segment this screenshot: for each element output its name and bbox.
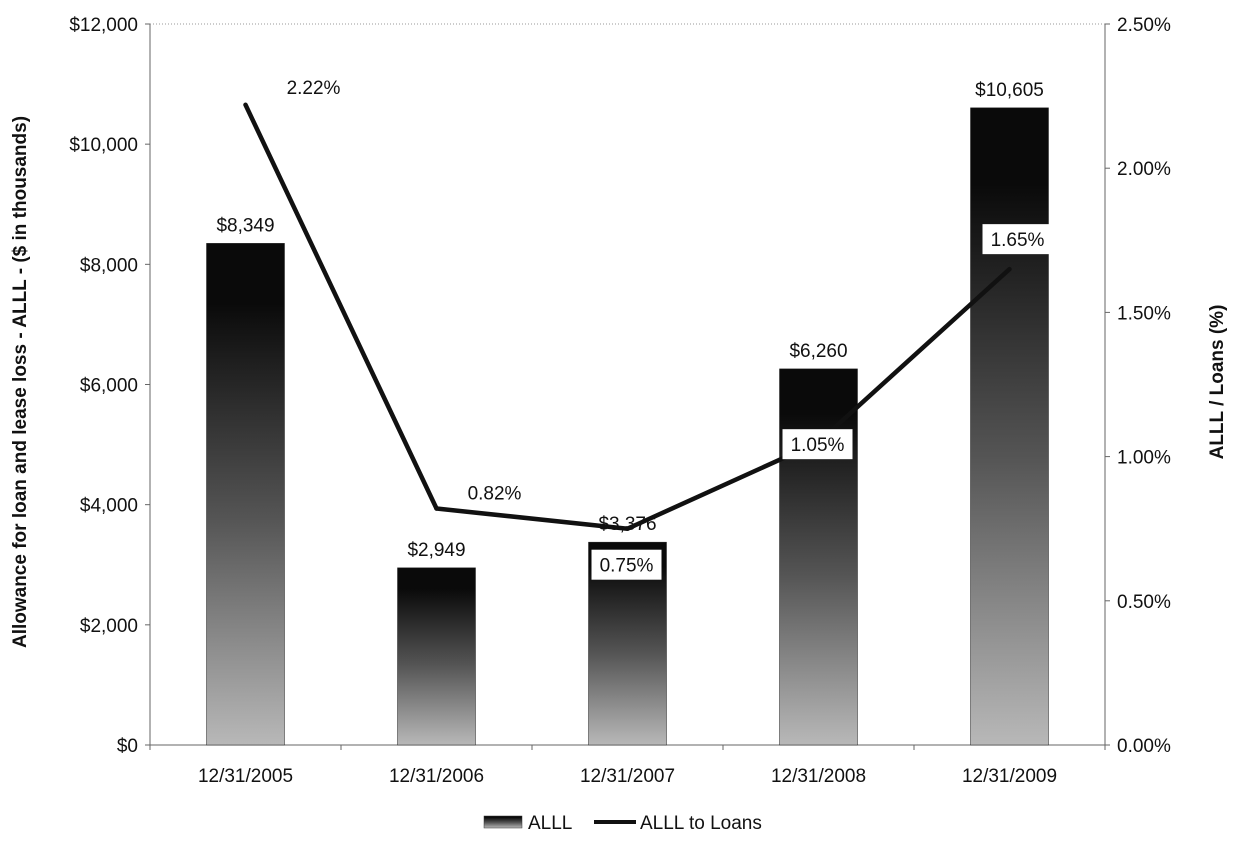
legend-label-alll: ALLL [528, 813, 572, 834]
y2-tick-label: 2.00% [1117, 159, 1171, 180]
line-value-label: 2.22% [287, 78, 341, 99]
legend-swatch-alll [483, 815, 523, 829]
bar-value-label: $3,376 [598, 514, 656, 535]
alll-bar [779, 368, 858, 746]
y2-tick-label: 1.00% [1117, 448, 1171, 469]
y-tick-label: $6,000 [80, 376, 138, 397]
bar-data-labels: $8,349 $2,949 $3,376 $6,260 $10,605 [216, 80, 1043, 561]
line-data-labels: 2.22% 0.82% 0.75% 1.05% 1.65% [287, 78, 1053, 580]
y2-tick-label: 0.00% [1117, 736, 1171, 757]
legend: ALLL ALLL to Loans [483, 813, 762, 834]
x-tick-label: 12/31/2008 [771, 766, 866, 787]
bar-value-label: $2,949 [407, 540, 465, 561]
y-tick-label: $4,000 [80, 496, 138, 517]
bar-value-label: $8,349 [216, 215, 274, 236]
line-segment [243, 102, 439, 511]
x-tick-label: 12/31/2005 [198, 766, 293, 787]
alll-to-loans-line [243, 102, 1012, 531]
x-tick-label: 12/31/2007 [580, 766, 675, 787]
line-value-label: 0.75% [600, 556, 654, 577]
line-segment [816, 266, 1012, 445]
alll-bar [970, 107, 1049, 746]
y2-tick-label: 0.50% [1117, 592, 1171, 613]
y2-axis-ticks: 0.00% 0.50% 1.00% 1.50% 2.00% 2.50% [1105, 15, 1171, 757]
y-tick-label: $10,000 [69, 135, 138, 156]
line-value-label: 1.05% [791, 435, 845, 456]
bar-value-label: $6,260 [789, 341, 847, 362]
x-tick-label: 12/31/2009 [962, 766, 1057, 787]
line-label-box [782, 429, 853, 460]
legend-label-alll-to-loans: ALLL to Loans [640, 813, 762, 834]
y-axis-title: Allowance for loan and lease loss - ALLL… [10, 116, 31, 648]
x-tick-label: 12/31/2006 [389, 766, 484, 787]
y-tick-label: $0 [117, 736, 138, 757]
x-axis-ticks: 12/31/2005 12/31/2006 12/31/2007 12/31/2008… [149, 745, 1106, 787]
alll-bars [206, 107, 1049, 746]
line-label-box [591, 549, 662, 580]
y-tick-label: $8,000 [80, 255, 138, 276]
y2-tick-label: 2.50% [1117, 15, 1171, 36]
alll-bar [206, 243, 285, 746]
line-segment [434, 506, 630, 531]
bar-value-label: $10,605 [975, 80, 1044, 101]
y2-axis-title: ALLL / Loans (%) [1207, 305, 1228, 460]
line-value-label: 0.82% [468, 484, 522, 505]
y-tick-label: $12,000 [69, 15, 138, 36]
y-tick-label: $2,000 [80, 616, 138, 637]
alll-bar [397, 567, 476, 746]
y2-tick-label: 1.50% [1117, 303, 1171, 324]
line-value-label: 1.65% [991, 230, 1045, 251]
line-label-box [982, 224, 1053, 255]
y-axis-ticks: $0 $2,000 $4,000 $6,000 $8,000 $10,000 $12,000 [69, 15, 150, 757]
